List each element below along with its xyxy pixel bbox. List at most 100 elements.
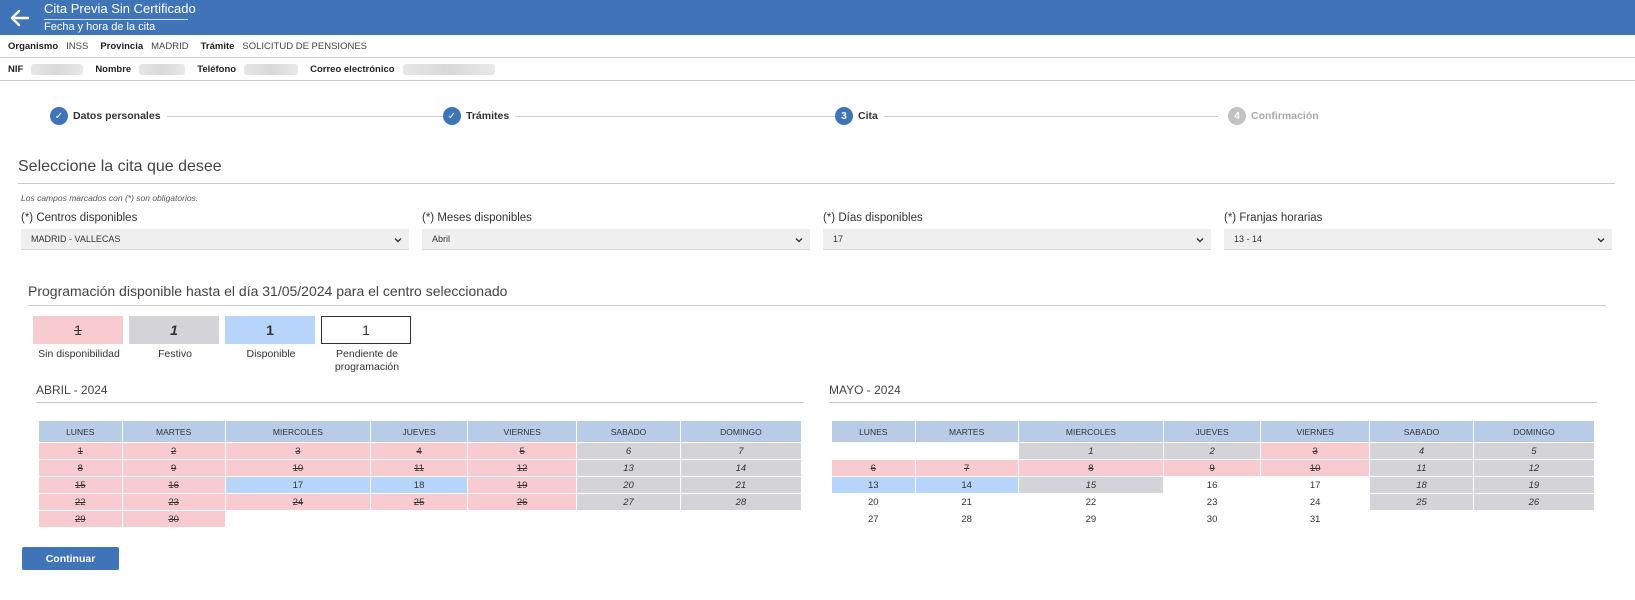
calendar-day: 6 [831,459,916,477]
calendar-day: 18 [1369,476,1474,494]
back-arrow-icon[interactable] [8,6,32,30]
meses-select[interactable]: Abril [422,229,810,250]
field-label: (*) Meses disponibles [422,212,532,224]
calendar-day: 24 [1260,493,1371,511]
calendar-day: 26 [1472,493,1596,511]
schedule-title: Programación disponible hasta el día 31/… [28,283,508,299]
calendar-day: 22 [38,493,123,511]
weekday-header: VIERNES [467,420,578,443]
calendar-day: 12 [1472,459,1596,477]
weekday-header: MARTES [121,420,226,443]
step-tramites: ✓ Trámites [443,107,516,125]
calendar-day: 28 [914,510,1019,528]
calendar-week-row: 15 16 17 18 19 20 21 [38,476,803,494]
calendar-day: 3 [224,442,372,460]
info-key: Teléfono [197,63,237,75]
step-connector [513,116,841,117]
app-subtitle: Fecha y hora de la cita [44,19,188,33]
calendar-day: 9 [121,459,226,477]
calendar-week-row: 20 21 22 23 24 25 26 [831,493,1596,511]
legend-label: Festivo [158,348,192,360]
calendar-day[interactable]: 14 [914,476,1019,494]
meses-field: (*) Meses disponibles Abril [422,212,810,250]
divider [28,305,1606,306]
step-label: Trámites [466,110,510,122]
calendar-empty-cell [1472,510,1596,528]
legend-pendiente: 1 Pendiente de programación [321,316,413,374]
calendar-day: 19 [1472,476,1596,494]
weekday-header: SABADO [1369,420,1474,443]
calendar-day[interactable]: 17 [224,476,372,494]
divider [829,402,1597,403]
calendar-title-may: MAYO - 2024 [829,383,901,397]
weekday-header: VIERNES [1260,420,1371,443]
calendar-day: 7 [914,459,1019,477]
calendar-day: 22 [1017,493,1165,511]
legend-swatch: 1 [33,316,123,344]
select-value: Abril [432,234,451,244]
calendar-day: 1 [38,442,123,460]
weekday-header: MIERCOLES [1017,420,1165,443]
calendar-day[interactable]: 18 [370,476,469,494]
calendar-empty-cell [1369,510,1474,528]
franjas-select[interactable]: 13 - 14 [1224,229,1612,250]
calendar-day: 30 [121,510,226,528]
chevron-down-icon [1196,238,1204,243]
calendar-empty-cell [679,510,803,528]
step-number: 4 [1228,107,1246,125]
dias-select[interactable]: 17 [823,229,1211,250]
calendar-day: 23 [121,493,226,511]
legend-disponible: 1 Disponible [225,316,317,361]
check-icon: ✓ [443,107,461,125]
calendar-day: 4 [370,442,469,460]
divider [36,402,804,403]
calendar-day: 10 [1260,459,1371,477]
calendar-week-row: 29 30 [38,510,803,528]
weekday-header: MARTES [914,420,1019,443]
weekday-header: JUEVES [1163,420,1262,443]
calendar-day: 27 [831,510,916,528]
app-title: Cita Previa Sin Certificado [44,1,196,16]
calendar-empty-cell [467,510,578,528]
calendar-day: 12 [467,459,578,477]
calendar-day: 5 [1472,442,1596,460]
legend-swatch: 1 [321,316,411,344]
weekday-header: MIERCOLES [224,420,372,443]
calendar-day: 14 [679,459,803,477]
weekday-header: DOMINGO [679,420,803,443]
calendar-day: 16 [1163,476,1262,494]
calendar-empty-cell [576,510,681,528]
calendar-empty-cell [914,442,1019,460]
check-icon: ✓ [50,107,68,125]
step-label: Cita [858,110,878,122]
calendar-day: 13 [576,459,681,477]
centros-field: (*) Centros disponibles MADRID - VALLECA… [21,212,409,250]
calendar-week-row: 13 14 15 16 17 18 19 [831,476,1596,494]
info-value: SOLICITUD DE PENSIONES [242,40,367,52]
calendar-empty-cell [370,510,469,528]
info-key: NIF [8,63,24,75]
calendar-may: LUNES MARTES MIERCOLES JUEVES VIERNES SABADO D… [831,420,1596,528]
calendar-day: 4 [1369,442,1474,460]
step-confirmacion: 4 Confirmación [1228,107,1325,125]
calendar-week-row: 6 7 8 9 10 11 12 [831,459,1596,477]
continue-button[interactable]: Continuar [22,547,119,570]
calendar-day: 6 [576,442,681,460]
calendar-day: 2 [121,442,226,460]
calendar-day: 5 [467,442,578,460]
info-value: MADRID [151,40,189,52]
legend-label: Pendiente de programación [334,348,400,373]
calendar-april: LUNES MARTES MIERCOLES JUEVES VIERNES SABADO D… [38,420,803,528]
calendar-day: 30 [1163,510,1262,528]
weekday-header-row: LUNES MARTES MIERCOLES JUEVES VIERNES SABADO D… [38,420,803,443]
select-value: MADRID - VALLECAS [31,234,121,244]
step-number: 3 [835,107,853,125]
calendar-day: 2 [1163,442,1262,460]
weekday-header: DOMINGO [1472,420,1596,443]
step-label: Datos personales [73,110,161,122]
calendar-day: 3 [1260,442,1371,460]
centros-select[interactable]: MADRID - VALLECAS [21,229,409,250]
calendar-day[interactable]: 13 [831,476,916,494]
legend-swatch: 1 [225,316,315,344]
